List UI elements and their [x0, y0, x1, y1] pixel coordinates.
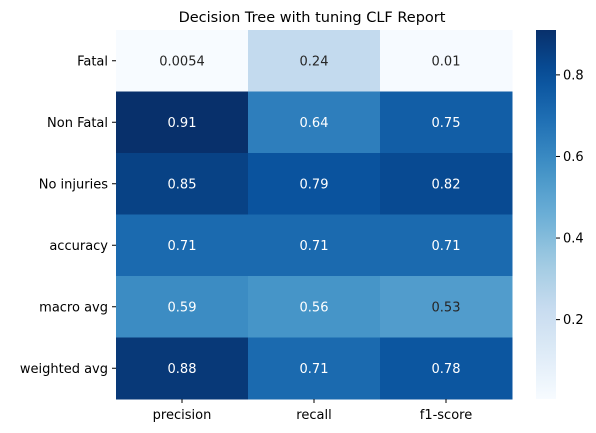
- heatmap-cell: [248, 276, 381, 338]
- cell-value-label: 0.85: [168, 177, 197, 192]
- colorbar-tick-label: 0.2: [563, 313, 584, 328]
- heatmap-cell: [116, 30, 249, 92]
- heatmap-cell: [380, 91, 513, 154]
- y-tick-label: Fatal: [77, 54, 108, 69]
- heatmap-cell: [116, 337, 249, 400]
- heatmap-cell: [248, 214, 381, 277]
- heatmap-cell: [116, 91, 249, 154]
- heatmap-cell: [380, 214, 513, 277]
- colorbar-gradient: [536, 30, 556, 399]
- heatmap-cells: 0.0054 0.24 0.01 0.91 0.64 0.75 0.85 0.79 0.82 0.…: [116, 30, 513, 400]
- heatmap-cell: [380, 153, 513, 215]
- cell-value-label: 0.71: [168, 239, 197, 254]
- heatmap-cell: [116, 214, 249, 277]
- x-tick-label: recall: [296, 408, 331, 423]
- x-tick-label: precision: [153, 408, 212, 423]
- heatmap-cell: [380, 337, 513, 400]
- y-tick-label: accuracy: [49, 239, 108, 254]
- heatmap-cell: [380, 30, 513, 92]
- y-tick-label: No injuries: [39, 177, 108, 192]
- colorbar: 0.2 0.4 0.6 0.8: [536, 30, 584, 399]
- y-tick-label: macro avg: [39, 300, 108, 315]
- cell-value-label: 0.88: [168, 362, 197, 377]
- y-tick-labels: Fatal Non Fatal No injuries accuracy macro a…: [20, 54, 116, 377]
- chart-title: Decision Tree with tuning CLF Report: [179, 10, 446, 26]
- cell-value-label: 0.56: [300, 300, 329, 315]
- y-tick-label: weighted avg: [20, 362, 108, 377]
- cell-value-label: 0.71: [300, 362, 329, 377]
- heatmap-cell: [248, 91, 381, 154]
- cell-value-label: 0.24: [300, 54, 329, 69]
- x-tick-label: f1-score: [420, 408, 472, 423]
- heatmap-cell: [116, 276, 249, 338]
- cell-value-label: 0.01: [432, 54, 461, 69]
- cell-value-label: 0.64: [300, 116, 329, 131]
- colorbar-tick-label: 0.8: [563, 68, 584, 83]
- cell-value-label: 0.0054: [159, 54, 205, 69]
- cell-value-label: 0.79: [300, 177, 329, 192]
- heatmap-cell: [248, 337, 381, 400]
- cell-value-label: 0.78: [432, 362, 461, 377]
- heatmap-cell: [248, 30, 381, 92]
- cell-value-label: 0.59: [168, 300, 197, 315]
- cell-value-label: 0.91: [168, 116, 197, 131]
- heatmap-cell: [380, 276, 513, 338]
- cell-value-label: 0.82: [432, 177, 461, 192]
- y-tick-label: Non Fatal: [47, 116, 108, 131]
- x-tick-labels: precision recall f1-score: [153, 399, 472, 423]
- colorbar-tick-label: 0.4: [563, 232, 584, 247]
- heatmap-cell: [248, 153, 381, 215]
- cell-value-label: 0.75: [432, 116, 461, 131]
- cell-value-label: 0.71: [300, 239, 329, 254]
- cell-value-label: 0.53: [432, 300, 461, 315]
- colorbar-tick-label: 0.6: [563, 150, 584, 165]
- cell-value-label: 0.71: [432, 239, 461, 254]
- heatmap-cell: [116, 153, 249, 215]
